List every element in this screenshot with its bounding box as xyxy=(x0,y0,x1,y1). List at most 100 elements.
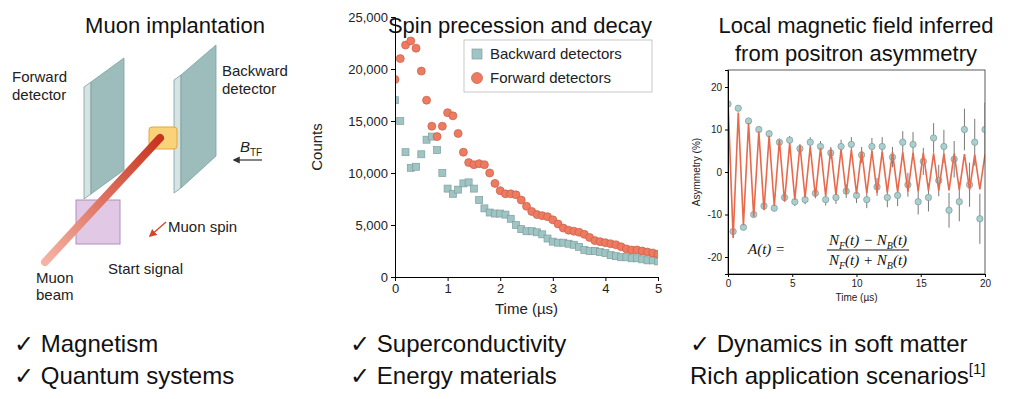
y-axis: 05,00010,00015,00020,00025,000 xyxy=(348,10,395,285)
marker xyxy=(449,112,457,120)
tick: 4 xyxy=(602,277,609,296)
backward-detector xyxy=(181,45,216,188)
axis-line xyxy=(725,71,729,275)
tick-label: 5 xyxy=(790,278,796,289)
axis-title: Counts xyxy=(308,123,325,171)
marker xyxy=(654,250,658,258)
tick-mark xyxy=(725,130,728,131)
tick: 5,000 xyxy=(355,218,395,233)
marker xyxy=(977,216,983,222)
tick-label: 5,000 xyxy=(355,218,388,233)
label: Muon xyxy=(36,269,74,286)
marker xyxy=(396,55,404,63)
detector-edge xyxy=(84,82,91,199)
tick-mark xyxy=(391,225,395,226)
tick: 10 xyxy=(711,124,728,135)
marker xyxy=(884,194,890,200)
x-axis: 012345 xyxy=(392,277,662,296)
field-subscript: TF xyxy=(250,147,262,158)
tick-mark xyxy=(725,172,728,173)
bullet: ✓ Magnetism xyxy=(14,330,158,357)
y-axis: -20-1001020 xyxy=(708,71,729,275)
legend-marker xyxy=(472,49,482,59)
marker xyxy=(910,141,916,147)
marker xyxy=(869,143,875,149)
series xyxy=(395,37,658,258)
marker xyxy=(459,148,467,156)
field-label: BTF xyxy=(240,138,262,158)
formula-numerator: NF(t) − NB(t) xyxy=(828,232,907,251)
tick-mark xyxy=(391,69,395,70)
marker xyxy=(470,185,477,192)
spin-arrow xyxy=(150,222,166,236)
tick-label: -10 xyxy=(708,209,723,220)
marker xyxy=(807,139,813,145)
tick: 5 xyxy=(655,277,662,296)
tick-label: 0 xyxy=(392,281,399,296)
label: detector xyxy=(222,80,276,97)
tick-label: 2 xyxy=(497,281,504,296)
field-label: B xyxy=(240,138,250,155)
series xyxy=(728,100,985,238)
axis-title: Time (µs) xyxy=(495,300,558,317)
plot-marks xyxy=(395,37,658,265)
tick: -20 xyxy=(708,252,728,263)
label: Start signal xyxy=(108,260,183,277)
marker xyxy=(982,126,985,132)
tick: 5 xyxy=(790,274,796,289)
formula-part: (t) xyxy=(893,252,907,269)
tick-label: 20,000 xyxy=(348,62,388,77)
label: Backward xyxy=(222,62,288,79)
tick: 20 xyxy=(980,274,992,289)
tick-label: 10 xyxy=(851,278,863,289)
marker xyxy=(480,161,488,169)
muon-beam xyxy=(45,138,160,262)
tick-mark xyxy=(391,17,395,18)
marker xyxy=(433,133,441,141)
tick-label: 15,000 xyxy=(348,114,388,129)
chart-title: Spin precession and decay xyxy=(388,13,652,38)
tick-label: 4 xyxy=(602,281,609,296)
axis-line xyxy=(391,18,396,278)
marker xyxy=(413,163,420,170)
formula-part: (t) xyxy=(893,232,907,249)
tick: 20 xyxy=(711,82,728,93)
legend-marker xyxy=(472,73,483,84)
tick-label: 15 xyxy=(916,278,928,289)
tick-label: 20 xyxy=(980,278,992,289)
bullet: Rich application scenarios[1] xyxy=(690,360,986,389)
figure: Muon implantationForwarddetectorBackward… xyxy=(0,0,1024,399)
marker xyxy=(833,194,839,200)
marker xyxy=(402,149,409,156)
fraction-bar xyxy=(827,250,909,251)
tick-mark xyxy=(725,215,728,216)
marker xyxy=(848,141,854,147)
marker xyxy=(428,122,436,130)
marker xyxy=(786,137,792,143)
tick-mark xyxy=(391,121,395,122)
panel-title: Muon implantation xyxy=(85,13,265,38)
forward-detector xyxy=(91,58,124,194)
tick-mark xyxy=(792,274,793,277)
formula-denominator: NF(t) + NB(t) xyxy=(828,252,907,271)
tick: 2 xyxy=(497,277,504,296)
marker xyxy=(439,170,446,177)
marker xyxy=(476,197,483,204)
formula-lhs: A(t) = xyxy=(747,241,785,258)
marker xyxy=(454,129,462,137)
tick-label: 10 xyxy=(711,124,723,135)
tick: 20,000 xyxy=(348,62,395,77)
series xyxy=(395,97,658,265)
marker xyxy=(925,194,931,200)
tick: 0 xyxy=(381,270,395,285)
marker xyxy=(486,169,494,177)
tick-label: 25,000 xyxy=(348,10,388,25)
tick: -10 xyxy=(708,209,728,220)
chart-asymmetry: Local magnetic field inferredfrom positr… xyxy=(691,13,994,303)
axis-line xyxy=(396,278,659,282)
tick-label: 1 xyxy=(444,281,451,296)
tick: 0 xyxy=(392,277,399,296)
tick-mark xyxy=(391,277,395,278)
marker xyxy=(941,143,947,149)
tick: 1 xyxy=(444,277,451,296)
